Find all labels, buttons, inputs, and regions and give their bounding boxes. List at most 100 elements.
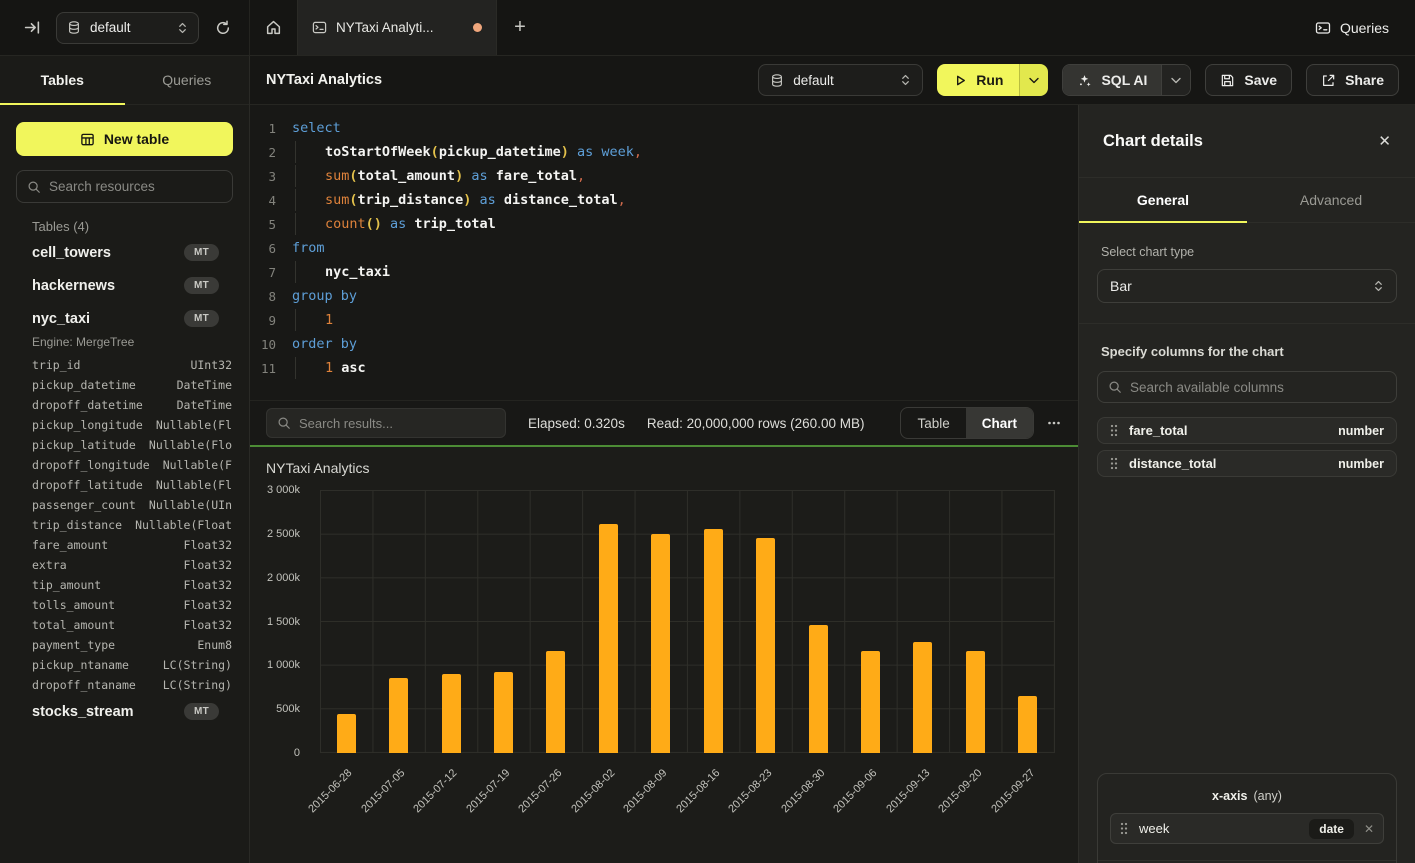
bar[interactable] [337,714,356,753]
column-name: pickup_longitude [32,418,143,432]
bar[interactable] [966,651,985,753]
view-toggle: Table Chart [900,407,1034,439]
table-row[interactable]: nyc_taxiMT [0,302,249,335]
bar[interactable] [442,674,461,753]
y-tick-label: 2 000k [267,572,300,584]
remove-icon[interactable]: ✕ [1364,822,1374,836]
run-options-button[interactable] [1019,64,1048,96]
table-row[interactable]: cell_towersMT [0,236,249,269]
save-button[interactable]: Save [1205,64,1292,96]
bar[interactable] [861,651,880,753]
available-column-row[interactable]: fare_totalnumber [1097,417,1397,444]
toolbar-database-selector[interactable]: default [758,64,923,96]
sql-editor[interactable]: 1select2toStartOfWeek(pickup_datetime) a… [250,105,1078,400]
home-button[interactable] [250,0,297,55]
column-type: DateTime [177,398,232,412]
column-name: pickup_ntaname [32,658,129,672]
token: sum [325,192,349,208]
new-tab-button[interactable]: + [497,0,543,55]
share-button[interactable]: Share [1306,64,1399,96]
token: as [382,216,415,232]
token: week [601,144,634,160]
column-type: UInt32 [190,358,232,372]
column-type: Nullable(Flo [149,438,232,452]
more-options-icon[interactable] [1046,415,1062,431]
y-tick-label: 500k [276,703,300,715]
bar[interactable] [756,538,775,753]
chart-panel: NYTaxi Analytics 0500k1 000k1 500k2 000k… [250,447,1078,863]
columns-section-label: Specify columns for the chart [1101,344,1397,359]
column-row: trip_idUInt32 [0,355,249,375]
column-row: fare_amountFloat32 [0,535,249,555]
bar[interactable] [651,534,670,753]
line-number: 10 [250,337,276,352]
results-search-input[interactable] [299,416,495,431]
column-name: passenger_count [32,498,136,512]
query-tab[interactable]: NYTaxi Analyti... [297,0,497,55]
token: count [325,216,366,232]
token: 1 [325,360,333,376]
database-selector[interactable]: default [56,12,199,44]
table-name: stocks_stream [32,704,184,720]
bar[interactable] [494,672,513,753]
bar[interactable] [809,625,828,753]
table-list: cell_towersMThackernewsMTnyc_taxiMTEngin… [0,236,249,728]
bar[interactable] [389,678,408,753]
sidebar-tabs: Tables Queries [0,56,249,105]
token: ( [349,168,357,184]
line-number: 7 [250,265,276,280]
code-text: sum(total_amount) as fare_total, [292,168,585,184]
drag-handle-icon[interactable] [1110,424,1118,437]
y-tick-label: 1 500k [267,616,300,628]
tab-advanced[interactable]: Advanced [1247,178,1415,222]
drag-handle-icon[interactable] [1110,457,1118,470]
code-text: select [292,120,341,136]
table-name: cell_towers [32,245,184,261]
available-column-row[interactable]: distance_totalnumber [1097,450,1397,477]
search-icon [1108,380,1122,394]
axis-column-row[interactable]: weekdate✕ [1110,813,1384,844]
columns-search [1097,371,1397,403]
sql-ai-button[interactable]: SQL AI [1063,65,1161,95]
code-text: toStartOfWeek(pickup_datetime) as week, [292,144,642,160]
bar[interactable] [913,642,932,753]
engine-badge: MT [184,277,219,294]
results-search [266,408,506,438]
bar-slot [477,491,529,753]
new-table-button[interactable]: New table [16,122,233,156]
resource-search-input[interactable] [49,179,226,194]
run-button[interactable]: Run [937,64,1019,96]
bar[interactable] [1018,696,1037,753]
bar[interactable] [599,524,618,753]
drag-handle-icon[interactable] [1120,822,1128,835]
bar-slot [687,491,739,753]
editor-line: 6from [250,236,1078,260]
bar[interactable] [546,651,565,753]
column-row: pickup_latitudeNullable(Flo [0,435,249,455]
table-row[interactable]: hackernewsMT [0,269,249,302]
table-name: nyc_taxi [32,311,184,327]
table-row[interactable]: stocks_streamMT [0,695,249,728]
editor-line: 4sum(trip_distance) as distance_total, [250,188,1078,212]
column-type: Float32 [184,578,232,592]
view-toggle-chart[interactable]: Chart [966,408,1033,438]
columns-search-input[interactable] [1130,380,1386,395]
chart-type-select[interactable]: Bar [1097,269,1397,303]
refresh-icon[interactable] [209,14,237,42]
editor-line: 111 asc [250,356,1078,380]
sidebar-tab-tables[interactable]: Tables [0,56,125,104]
bar[interactable] [704,529,723,753]
collapse-sidebar-icon[interactable] [18,14,46,42]
share-icon [1321,73,1336,88]
sql-ai-options-button[interactable] [1161,65,1190,95]
token: trip_total [414,216,495,232]
token: as [471,192,504,208]
chevron-updown-icon [177,21,188,35]
sidebar-tab-queries[interactable]: Queries [125,56,250,104]
close-icon[interactable]: ✕ [1378,132,1391,150]
view-toggle-table[interactable]: Table [901,408,965,438]
chevron-updown-icon [900,73,911,87]
queries-button[interactable]: Queries [1289,0,1415,55]
bar-slot [1001,491,1053,753]
tab-general[interactable]: General [1079,178,1247,222]
